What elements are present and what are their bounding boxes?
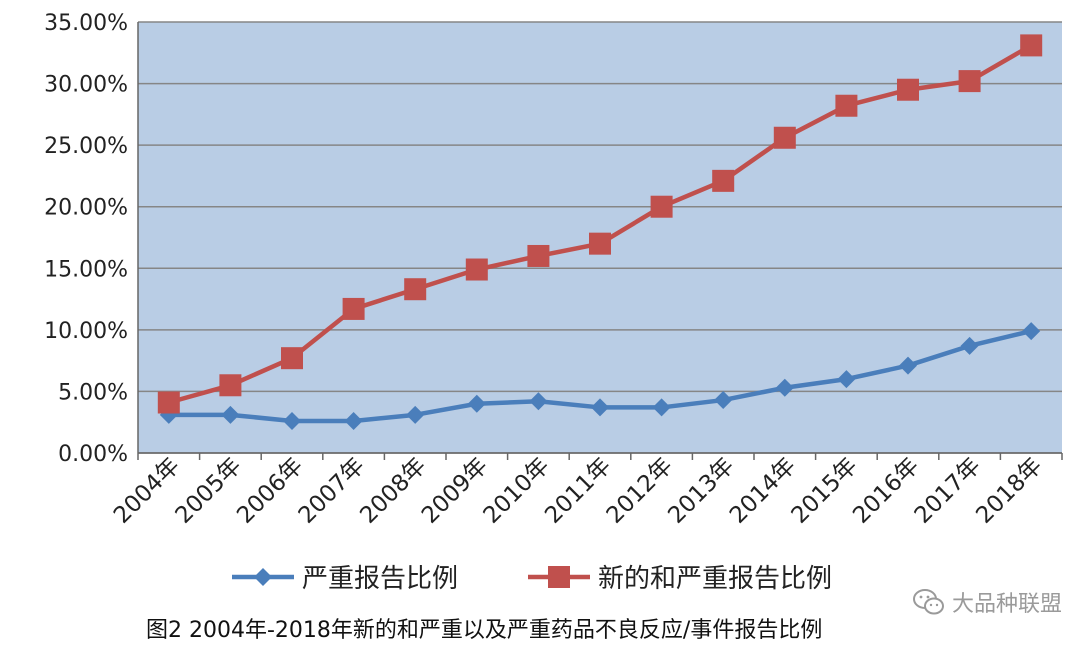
data-point (283, 411, 301, 430)
x-tick-label: 2012年 (602, 453, 678, 529)
data-point (835, 94, 858, 117)
x-tick-label: 2010年 (479, 453, 555, 529)
data-point (958, 70, 981, 93)
data-point (219, 374, 242, 397)
data-point (157, 391, 180, 414)
wechat-icon (912, 589, 944, 615)
x-tick-label: 2017年 (910, 453, 986, 529)
x-tick-label: 2009年 (417, 453, 493, 529)
y-tick-label: 25.00% (44, 134, 128, 159)
watermark-text: 大品种联盟 (951, 592, 1062, 617)
data-point (221, 405, 240, 424)
y-tick-label: 5.00% (58, 380, 128, 405)
data-point (465, 258, 488, 281)
data-point (281, 347, 303, 370)
data-point (1022, 322, 1041, 341)
legend-marker (254, 568, 272, 586)
x-tick-label: 2011年 (540, 453, 616, 529)
x-tick-label: 2008年 (355, 453, 431, 529)
data-point (344, 411, 363, 430)
data-point (591, 398, 609, 417)
legend-label: 严重报告比例 (302, 564, 458, 594)
data-point (960, 336, 979, 355)
x-tick-label: 2016年 (848, 453, 924, 529)
x-tick-label: 2013年 (663, 453, 739, 529)
x-tick-label: 2005年 (171, 453, 247, 529)
x-tick-label: 2014年 (725, 453, 801, 529)
line-chart: 0.00% 5.00% 10.00% 15.00% 20.00% 25.00% 30.00%… (44, 11, 1063, 594)
data-point (589, 232, 611, 255)
y-tick-label: 35.00% (44, 11, 128, 36)
y-tick-label: 20.00% (44, 196, 128, 221)
y-tick-label: 0.00% (58, 442, 128, 467)
watermark: 大品种联盟 (912, 586, 1062, 618)
data-point (527, 244, 550, 267)
data-point (714, 391, 733, 410)
y-tick-label: 30.00% (44, 73, 128, 98)
x-tick-label: 2018年 (971, 453, 1047, 529)
data-point (406, 405, 425, 424)
x-tick-label: 2007年 (294, 453, 370, 529)
legend-label: 新的和严重报告比例 (598, 564, 832, 594)
y-tick-label: 10.00% (44, 319, 128, 344)
data-point (712, 169, 735, 192)
x-tick-label: 2006年 (232, 453, 308, 529)
data-point (899, 356, 917, 375)
legend-marker (548, 566, 570, 588)
data-point (837, 370, 856, 389)
y-tick-label: 15.00% (44, 257, 128, 282)
x-tick-label: 2015年 (787, 453, 863, 529)
data-point (650, 195, 673, 218)
data-point (467, 394, 486, 413)
data-point (775, 378, 794, 397)
figure-caption: 图2 2004年-2018年新的和严重以及严重药品不良反应/事件报告比例 (146, 618, 823, 643)
data-point (342, 297, 365, 320)
data-point (773, 126, 796, 149)
data-point (1020, 34, 1043, 57)
data-point (897, 78, 919, 101)
data-point (652, 398, 671, 417)
data-point (404, 278, 427, 301)
data-point (529, 392, 548, 411)
